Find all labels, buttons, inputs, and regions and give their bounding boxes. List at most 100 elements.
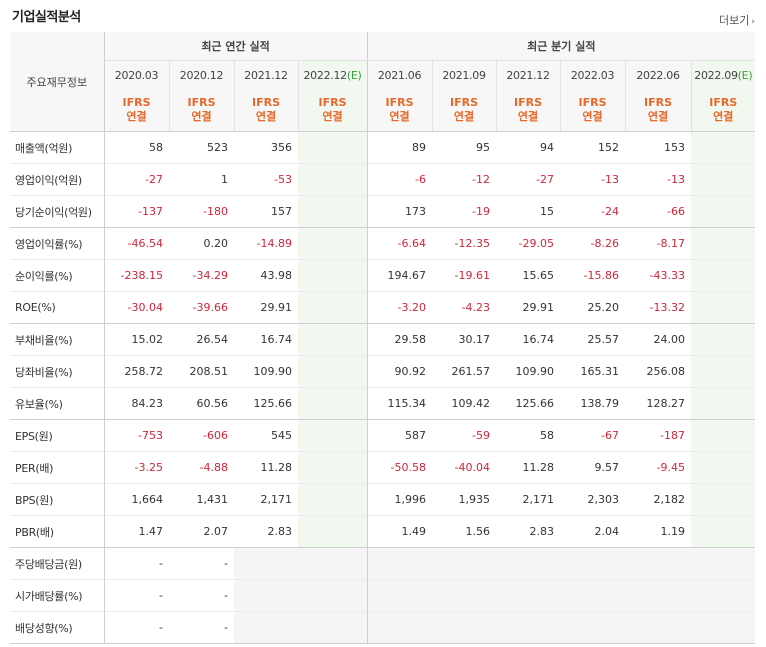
table-row: PER(배) -3.25 -4.88 11.28 -50.58 -40.04 11.28 9.… xyxy=(10,451,756,484)
table-cell: -753 xyxy=(104,419,169,452)
table-cell: 58 xyxy=(496,419,561,452)
table-cell xyxy=(298,547,368,580)
quarter-header: 최근 분기 실적 xyxy=(366,32,756,61)
table-row: 시가배당률(%) - - xyxy=(10,579,756,612)
table-cell xyxy=(691,419,756,452)
table-cell: 153 xyxy=(664,141,686,154)
table-cell xyxy=(496,579,561,612)
table-cell: -19.61 xyxy=(432,259,497,292)
ifrs-badge: IFRS 연결 xyxy=(495,89,561,132)
period-header: 2022.12(E) xyxy=(297,60,368,89)
table-cell: 24.00 xyxy=(625,323,692,356)
table-cell: 26.54 xyxy=(169,323,234,356)
table-cell xyxy=(298,259,368,292)
more-link[interactable]: 더보기 › xyxy=(719,12,755,28)
table-cell: 16.74 xyxy=(496,323,561,356)
table-cell xyxy=(432,611,497,644)
table-cell: 43.98 xyxy=(234,259,298,292)
table-cell: 1.56 xyxy=(432,515,497,548)
table-cell xyxy=(625,611,692,644)
table-cell: 1 xyxy=(169,163,234,196)
table-cell: 125.66 xyxy=(234,387,298,420)
table-cell: 523 xyxy=(207,141,228,154)
table-cell: -4.23 xyxy=(432,291,497,324)
table-cell: -8.17 xyxy=(625,227,692,260)
table-cell xyxy=(298,579,368,612)
annual-header: 최근 연간 실적 xyxy=(104,32,368,61)
table-cell: -606 xyxy=(169,419,234,452)
table-row: BPS(원) 1,664 1,431 2,171 1,996 1,935 2,171 2,30… xyxy=(10,483,756,516)
period-label: 2020.12 xyxy=(179,68,224,82)
consolidated-label: 연결 xyxy=(322,110,343,123)
row-label: 순이익률(%) xyxy=(10,259,105,292)
ifrs-badge: IFRS 연결 xyxy=(366,89,433,132)
table-cell: 208.51 xyxy=(169,355,234,388)
table-cell: 25.57 xyxy=(560,323,626,356)
table-cell: 15.65 xyxy=(496,259,561,292)
table-cell: -13 xyxy=(625,163,692,196)
more-label: 더보기 xyxy=(719,14,750,27)
row-label: ROE(%) xyxy=(10,291,105,324)
table-cell: 125.66 xyxy=(496,387,561,420)
table-cell: 84.23 xyxy=(104,387,169,420)
table-cell: -15.86 xyxy=(560,259,626,292)
table-cell xyxy=(366,611,433,644)
row-label: 배당성향(%) xyxy=(10,611,105,644)
period-header: 2020.12 xyxy=(168,60,234,89)
table-row: ROE(%) -30.04 -39.66 29.91 -3.20 -4.23 29.91 25… xyxy=(10,291,756,324)
table-cell xyxy=(691,163,756,196)
table-cell: -59 xyxy=(432,419,497,452)
ifrs-label: IFRS xyxy=(252,96,280,109)
table-cell: 29.91 xyxy=(496,291,561,324)
row-label: PBR(배) xyxy=(10,515,105,548)
table-cell xyxy=(298,451,368,484)
table-cell: 1,664 xyxy=(104,483,169,516)
table-cell: 1,996 xyxy=(366,483,433,516)
table-cell: 261.57 xyxy=(432,355,497,388)
table-row: PBR(배) 1.47 2.07 2.83 1.49 1.56 2.83 2.04 1.19 xyxy=(10,515,756,548)
table-cell: 11.28 xyxy=(234,451,298,484)
table-cell xyxy=(298,355,368,388)
row-label: 영업이익(억원) xyxy=(10,163,105,196)
table-row: 당좌비율(%) 258.72 208.51 109.90 90.92 261.57 109.… xyxy=(10,355,756,388)
table-cell xyxy=(691,611,756,644)
table-cell: 29.58 xyxy=(366,323,433,356)
table-cell: 587 xyxy=(366,419,433,452)
table-cell: -12 xyxy=(432,163,497,196)
table-cell: -180 xyxy=(169,195,234,228)
table-row: 매출액(억원) 58 523 356 89 95 94 152 153 xyxy=(10,131,756,164)
table-cell: 109.90 xyxy=(496,355,561,388)
period-header: 2021.09 xyxy=(431,60,497,89)
consolidated-label: 연결 xyxy=(647,110,669,123)
table-cell xyxy=(298,419,368,452)
table-cell: 2.04 xyxy=(560,515,626,548)
row-label: BPS(원) xyxy=(10,483,105,516)
period-label: 2021.12 xyxy=(244,68,288,82)
table-cell xyxy=(298,227,368,260)
period-header: 2020.03 xyxy=(103,60,169,89)
table-cell: -187 xyxy=(625,419,692,452)
table-cell xyxy=(432,579,497,612)
ifrs-badge: IFRS 연결 xyxy=(624,89,692,132)
table-cell: 258.72 xyxy=(104,355,169,388)
row-label: 부채비율(%) xyxy=(10,323,105,356)
ifrs-label: IFRS xyxy=(578,96,607,109)
table-cell: 109.42 xyxy=(432,387,497,420)
period-label: 2022.12 xyxy=(303,68,347,82)
row-label: 영업이익률(%) xyxy=(10,227,105,260)
table-cell: 29.91 xyxy=(234,291,298,324)
table-cell: 58 xyxy=(149,141,163,154)
table-cell xyxy=(298,515,368,548)
period-header: 2021.12 xyxy=(233,60,298,89)
table-cell: -40.04 xyxy=(432,451,497,484)
table-cell xyxy=(298,195,368,228)
chevron-right-icon: › xyxy=(751,17,755,27)
table-cell: 165.31 xyxy=(560,355,626,388)
row-label: EPS(원) xyxy=(10,419,105,452)
table-row: 당기순이익(억원) -137 -180 157 173 -19 15 -24 -66 xyxy=(10,195,756,228)
table-cell: 95 xyxy=(476,141,491,154)
table-cell: 356 xyxy=(271,141,292,154)
table-cell: 173 xyxy=(366,195,433,228)
table-cell: 1,935 xyxy=(432,483,497,516)
period-label: 2022.09 xyxy=(694,68,738,82)
